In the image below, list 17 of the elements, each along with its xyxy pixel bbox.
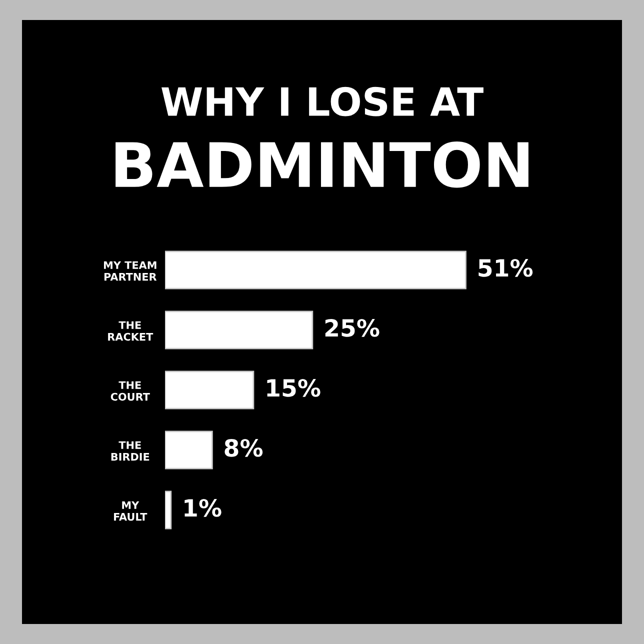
y-tick-label: THE RACKET (108, 321, 154, 341)
data-label: 1% (184, 498, 222, 517)
y-tick-label: MY FAULT (114, 501, 148, 521)
y-tick-label: THE BIRDIE (111, 441, 150, 461)
chart-subtitle: BADMINTON (116, 142, 528, 188)
chart-title: WHY I LOSE AT (162, 86, 484, 116)
bar (165, 310, 314, 350)
bar (165, 250, 466, 290)
data-label: 51% (478, 258, 533, 277)
bar (165, 370, 254, 410)
y-tick-label: MY TEAM PARTNER (104, 261, 157, 281)
bar (165, 490, 172, 530)
y-tick-label: THE COURT (110, 381, 150, 401)
data-label: 8% (224, 438, 263, 457)
bar (165, 430, 213, 470)
data-label: 15% (267, 378, 320, 397)
data-label: 25% (325, 318, 380, 337)
